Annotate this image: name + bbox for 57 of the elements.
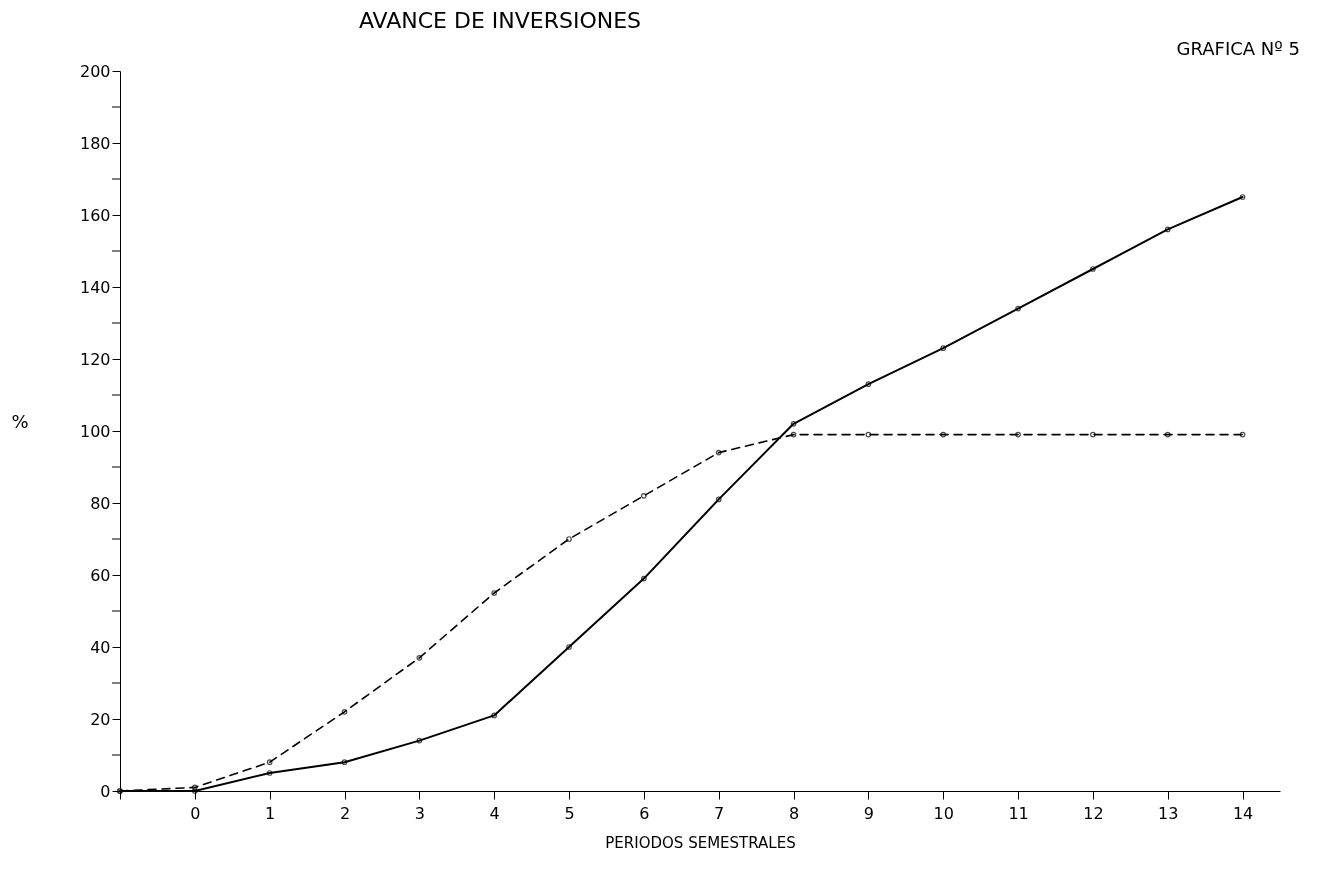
x-tick-label: 12 — [1083, 803, 1104, 823]
point — [416, 654, 423, 661]
y-tick-label: 0 — [100, 781, 111, 801]
point — [865, 431, 872, 438]
point — [1090, 431, 1096, 438]
point — [566, 644, 572, 650]
x-tick-label: 13 — [1158, 803, 1179, 823]
point — [341, 708, 348, 715]
x-tick-label: 9 — [863, 803, 874, 823]
y-tick-label: 200 — [79, 61, 111, 81]
point — [790, 420, 797, 427]
point — [1164, 431, 1171, 438]
point — [790, 431, 797, 438]
y-tick-label: 140 — [79, 277, 111, 297]
x-tick-label: 11 — [1008, 803, 1029, 823]
y-tick-label: 160 — [79, 205, 111, 225]
point — [416, 737, 423, 744]
y-tick-label: 120 — [79, 349, 111, 369]
y-tick-label: 100 — [79, 421, 111, 441]
point — [491, 590, 498, 596]
x-tick-label: 8 — [788, 803, 800, 823]
x-tick-label: 5 — [564, 803, 575, 823]
point — [266, 770, 273, 776]
y-tick-label: 40 — [90, 637, 111, 657]
x-tick-label: 4 — [489, 803, 500, 823]
x-tick-label: 14 — [1232, 803, 1254, 823]
point — [341, 759, 348, 766]
point — [1015, 305, 1021, 312]
chart-title: AVANCE DE INVERSIONES — [358, 8, 642, 33]
y-tick-label: 180 — [79, 133, 111, 153]
y-tick-label: 20 — [90, 709, 111, 729]
point — [1090, 266, 1096, 272]
point — [641, 575, 647, 582]
x-tick-label: 10 — [933, 803, 954, 823]
point — [940, 431, 947, 438]
y-axis-title: % — [11, 410, 29, 432]
point — [715, 496, 722, 503]
x-tick-label: 7 — [714, 803, 725, 823]
point — [641, 492, 647, 499]
text: GRAFICA Nº 5 — [1176, 38, 1300, 59]
point — [566, 536, 572, 542]
x-tick-label: 0 — [190, 803, 201, 823]
x-tick-label: 1 — [265, 803, 276, 823]
x-tick-label: 6 — [639, 803, 650, 823]
x-axis-title: PERIODOS SEMESTRALES — [605, 833, 796, 852]
point — [940, 345, 947, 352]
point — [1015, 431, 1021, 438]
point — [491, 712, 498, 719]
point — [266, 759, 273, 766]
y-tick-label: 80 — [90, 493, 111, 513]
point — [1164, 226, 1171, 233]
point — [715, 449, 722, 456]
y-tick-label: 60 — [90, 565, 111, 585]
x-tick-label: 3 — [414, 803, 425, 823]
point — [865, 381, 872, 388]
point — [1239, 431, 1246, 438]
x-tick-label: 2 — [339, 803, 351, 823]
